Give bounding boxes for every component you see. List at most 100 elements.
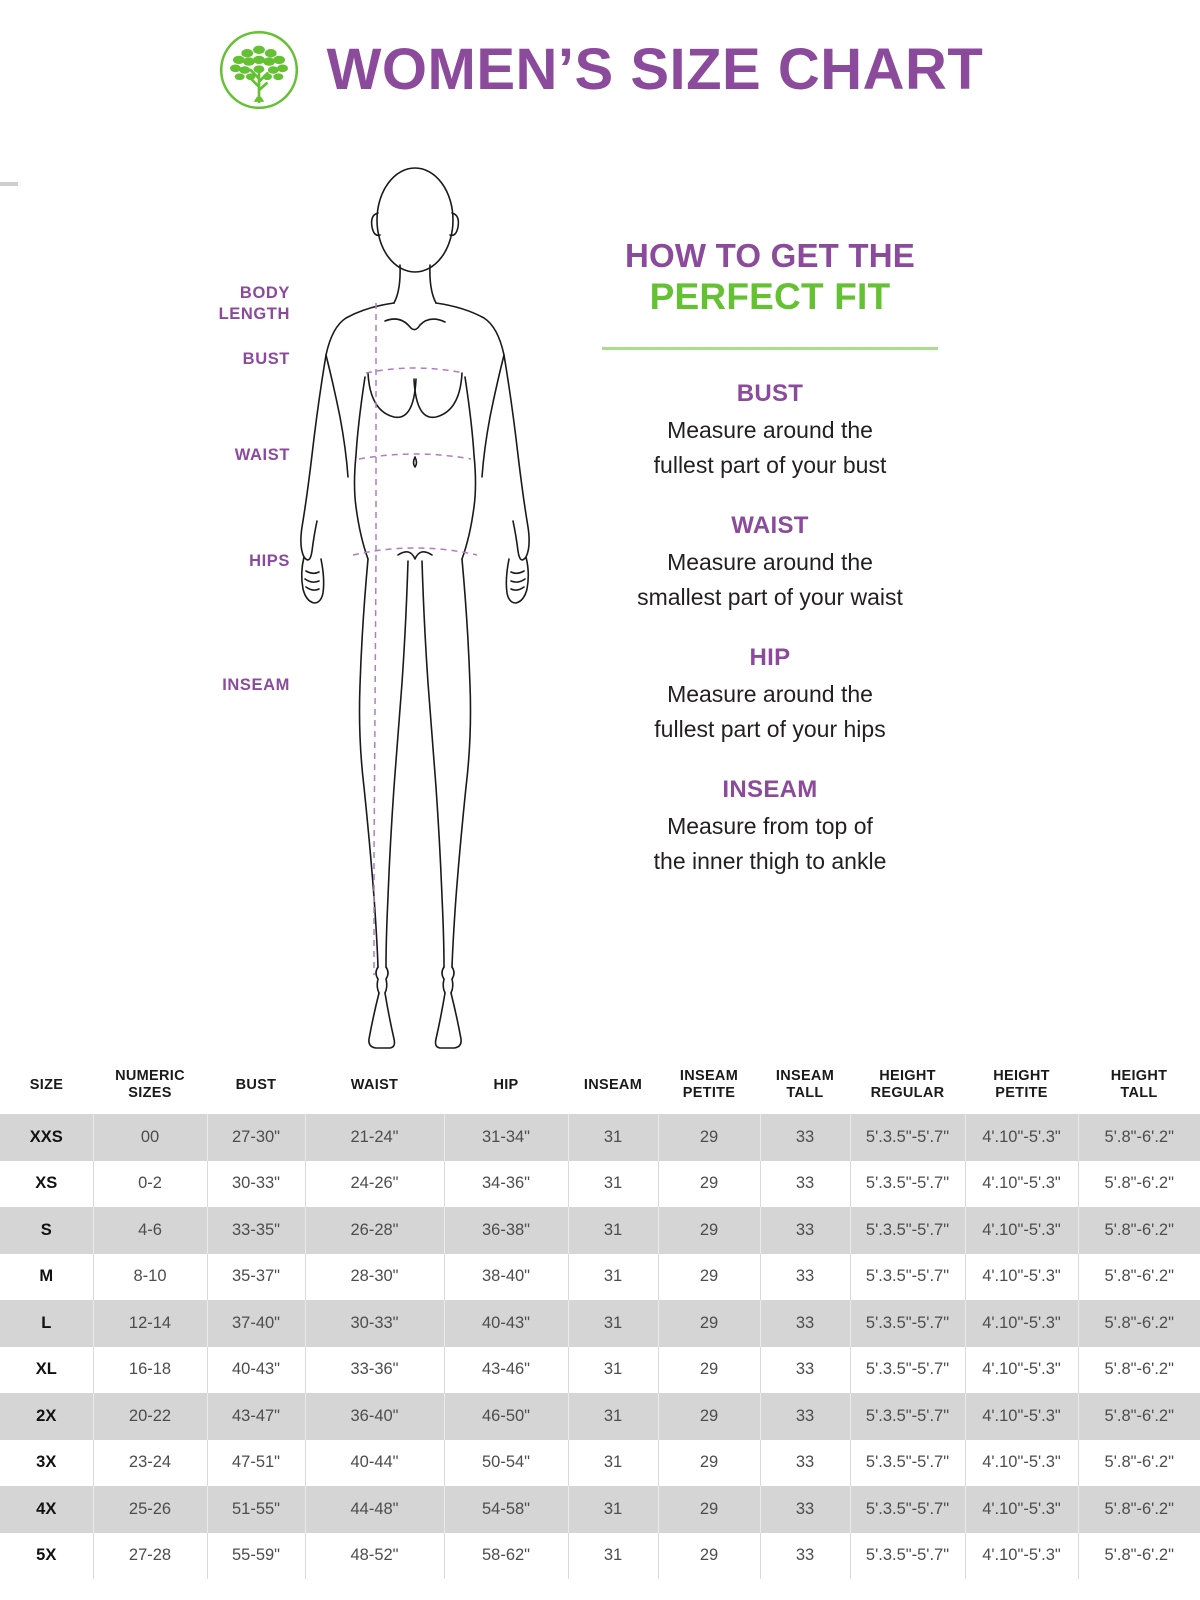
cell-bust: 40-43" — [206, 1346, 305, 1394]
cell-inseam: 31 — [567, 1300, 658, 1347]
cell-height-petite: 4'.10"-5'.3" — [964, 1207, 1078, 1254]
cell-height-tall: 5'.8"-6'.2" — [1077, 1207, 1200, 1254]
col-header-height-regular: HEIGHT REGULAR — [850, 1058, 965, 1115]
cell-inseam: 31 — [567, 1207, 658, 1254]
tree-in-circle-logo-icon — [217, 28, 301, 112]
cell-waist: 44-48" — [304, 1486, 444, 1533]
measure-title-hip: HIP — [749, 644, 791, 672]
cell-bust: 43-47" — [206, 1393, 305, 1440]
measure-block-waist: WAIST Measure around the smallest part o… — [580, 512, 960, 614]
figure-label-waist: WAIST — [234, 446, 290, 464]
cell-bust: 33-35" — [206, 1207, 305, 1254]
cell-bust: 35-37" — [206, 1253, 305, 1301]
cell-size: S — [0, 1207, 93, 1254]
cell-numeric: 0-2 — [92, 1160, 207, 1208]
cell-numeric: 23-24 — [92, 1439, 207, 1487]
measure-text-hip-line2: fullest part of your hips — [654, 715, 886, 742]
cell-height-regular: 5'.3.5"-5'.7" — [849, 1207, 965, 1254]
cell-hip: 38-40" — [443, 1253, 568, 1301]
cell-waist: 24-26" — [304, 1160, 444, 1208]
cell-inseam-petite: 29 — [657, 1486, 760, 1533]
cell-size: L — [0, 1300, 93, 1347]
cell-numeric: 12-14 — [92, 1300, 207, 1347]
table-row: M 8-10 35-37" 28-30" 38-40" 31 29 33 5'.… — [0, 1253, 1200, 1301]
cell-inseam-tall: 33 — [759, 1114, 850, 1161]
edge-artifact-mark — [0, 182, 18, 186]
cell-hip: 46-50" — [443, 1393, 568, 1440]
cell-hip: 34-36" — [443, 1160, 568, 1208]
cell-height-tall: 5'.8"-6'.2" — [1077, 1346, 1200, 1394]
cell-bust: 37-40" — [206, 1300, 305, 1347]
cell-hip: 40-43" — [443, 1300, 568, 1347]
info-heading-line1: HOW TO GET THE — [624, 237, 916, 274]
col-header-inseam-tall: INSEAM TALL — [760, 1058, 850, 1115]
cell-size: XXS — [0, 1114, 93, 1161]
col-header-inseam-petite: INSEAM PETITE — [658, 1058, 760, 1115]
cell-inseam: 31 — [567, 1439, 658, 1487]
cell-inseam-tall: 33 — [759, 1486, 850, 1533]
cell-inseam: 31 — [567, 1486, 658, 1533]
cell-height-regular: 5'.3.5"-5'.7" — [849, 1300, 965, 1347]
cell-height-regular: 5'.3.5"-5'.7" — [849, 1439, 965, 1487]
cell-inseam-petite: 29 — [657, 1532, 760, 1580]
cell-numeric: 20-22 — [92, 1393, 207, 1440]
cell-waist: 28-30" — [304, 1253, 444, 1301]
col-header-height-tall: HEIGHT TALL — [1078, 1058, 1200, 1115]
cell-waist: 21-24" — [304, 1114, 444, 1161]
col-header-bust: BUST — [207, 1058, 305, 1115]
cell-height-tall: 5'.8"-6'.2" — [1077, 1253, 1200, 1301]
cell-height-tall: 5'.8"-6'.2" — [1077, 1393, 1200, 1440]
measure-block-hip: HIP Measure around the fullest part of y… — [580, 644, 960, 746]
cell-height-tall: 5'.8"-6'.2" — [1077, 1300, 1200, 1347]
measure-title-inseam: INSEAM — [722, 776, 818, 804]
cell-height-petite: 4'.10"-5'.3" — [964, 1253, 1078, 1301]
cell-bust: 47-51" — [206, 1439, 305, 1487]
cell-height-petite: 4'.10"-5'.3" — [964, 1114, 1078, 1161]
cell-inseam-petite: 29 — [657, 1114, 760, 1161]
size-table-container: SIZE NUMERIC SIZES BUST WAIST HIP INSEAM… — [0, 1058, 1200, 1580]
info-divider — [602, 347, 938, 351]
table-row: 3X 23-24 47-51" 40-44" 50-54" 31 29 33 5… — [0, 1439, 1200, 1487]
cell-inseam-petite: 29 — [657, 1439, 760, 1487]
cell-hip: 50-54" — [443, 1439, 568, 1487]
measure-text-hip-line1: Measure around the — [667, 681, 873, 708]
cell-height-regular: 5'.3.5"-5'.7" — [849, 1346, 965, 1394]
size-table: SIZE NUMERIC SIZES BUST WAIST HIP INSEAM… — [0, 1058, 1200, 1580]
cell-height-regular: 5'.3.5"-5'.7" — [849, 1393, 965, 1440]
cell-height-regular: 5'.3.5"-5'.7" — [849, 1114, 965, 1161]
cell-inseam-tall: 33 — [759, 1300, 850, 1347]
measure-text-waist-line1: Measure around the — [667, 549, 873, 576]
cell-inseam: 31 — [567, 1160, 658, 1208]
cell-numeric: 00 — [92, 1114, 207, 1161]
cell-inseam-petite: 29 — [657, 1253, 760, 1301]
cell-waist: 36-40" — [304, 1393, 444, 1440]
page-title: WOMEN’S SIZE CHART — [326, 37, 984, 102]
female-body-croquis-icon — [290, 155, 540, 1050]
measure-text-bust-line2: fullest part of your bust — [653, 451, 887, 478]
cell-height-petite: 4'.10"-5'.3" — [964, 1532, 1078, 1580]
cell-hip: 54-58" — [443, 1486, 568, 1533]
cell-inseam-petite: 29 — [657, 1207, 760, 1254]
cell-size: XL — [0, 1346, 93, 1394]
cell-height-regular: 5'.3.5"-5'.7" — [849, 1532, 965, 1580]
figure-label-inseam: INSEAM — [222, 676, 290, 694]
cell-inseam-tall: 33 — [759, 1393, 850, 1440]
table-row: 2X 20-22 43-47" 36-40" 46-50" 31 29 33 5… — [0, 1393, 1200, 1440]
figure-label-body-length: BODY LENGTH — [218, 284, 290, 323]
table-row: XL 16-18 40-43" 33-36" 43-46" 31 29 33 5… — [0, 1346, 1200, 1394]
figure-label-hips: HIPS — [249, 552, 290, 570]
cell-height-petite: 4'.10"-5'.3" — [964, 1160, 1078, 1208]
size-table-body: XXS 00 27-30" 21-24" 31-34" 31 29 33 5'.… — [0, 1114, 1200, 1580]
cell-size: 5X — [0, 1532, 93, 1580]
cell-inseam: 31 — [567, 1253, 658, 1301]
cell-numeric: 25-26 — [92, 1486, 207, 1533]
cell-inseam-petite: 29 — [657, 1346, 760, 1394]
cell-inseam: 31 — [567, 1346, 658, 1394]
col-header-hip: HIP — [444, 1058, 568, 1115]
cell-size: 4X — [0, 1486, 93, 1533]
cell-inseam-tall: 33 — [759, 1207, 850, 1254]
measure-text-bust-line1: Measure around the — [667, 417, 873, 444]
cell-inseam-petite: 29 — [657, 1160, 760, 1208]
cell-hip: 36-38" — [443, 1207, 568, 1254]
